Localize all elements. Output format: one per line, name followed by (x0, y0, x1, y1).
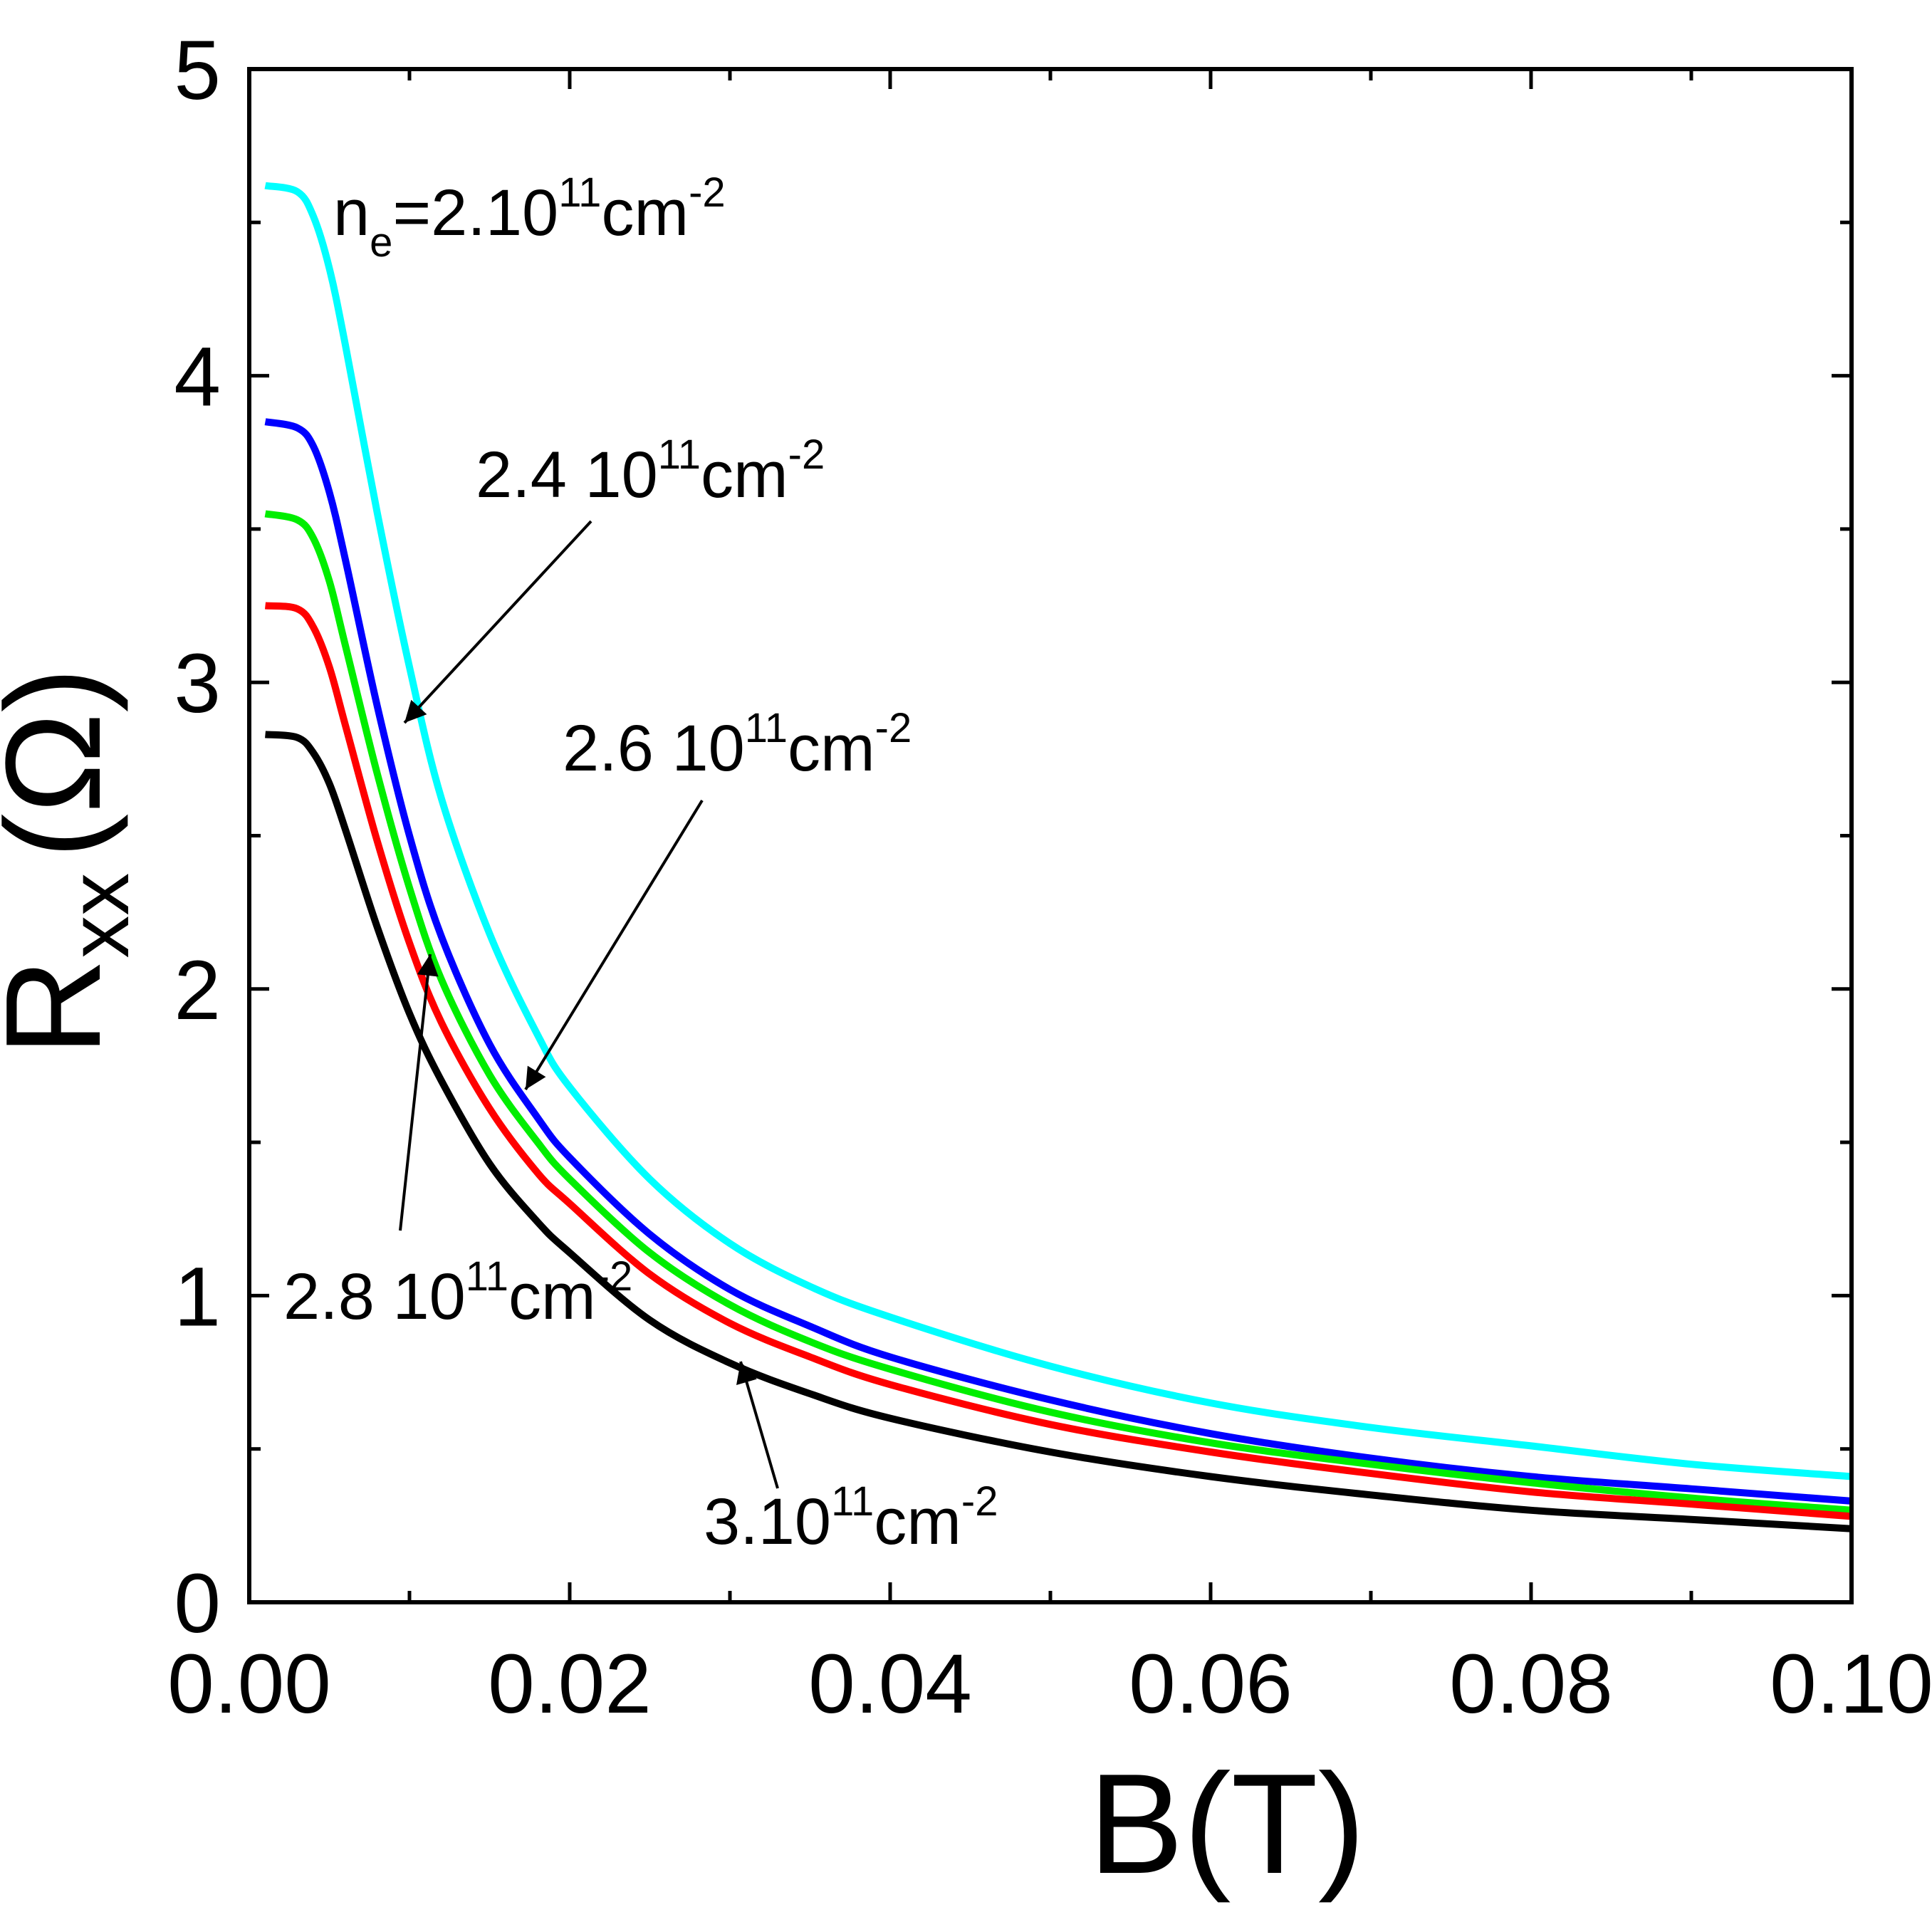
annotation-ne-2-6-text: 2.6 10 (563, 712, 745, 785)
axis-ticks: 0.00 0.02 0.04 0.06 0.08 0.10 0 1 2 3 4 5 (167, 23, 1932, 1731)
annotation-ne-2-6: 2.6 1011cm-2 (524, 705, 912, 1091)
x-tick-label: 0.00 (167, 1637, 331, 1731)
y-axis-title-main: R (0, 959, 129, 1056)
y-axis-title-unit: (Ω) (0, 667, 129, 859)
annotation-ne-3-0: 3.1011cm-2 (704, 1361, 998, 1558)
svg-text:2.8 1011cm-2: 2.8 1011cm-2 (283, 1253, 632, 1333)
annotation-ne-2-4-unit: cm (701, 439, 788, 511)
annotation-ne-2-4: 2.4 1011cm-2 (403, 432, 825, 724)
plot-border (247, 67, 1854, 1604)
annotation-ne-3-0-arrow (736, 1361, 779, 1489)
y-tick-label: 5 (174, 23, 221, 117)
svg-text:Rxx(Ω): Rxx (Ω) (0, 667, 147, 1056)
x-tick-label: 0.06 (1129, 1637, 1293, 1731)
y-axis-title-sub: xx (51, 873, 147, 959)
y-tick-label: 2 (174, 944, 221, 1038)
y-tick-label: 1 (174, 1250, 221, 1344)
y-tick-label: 0 (174, 1557, 221, 1651)
annotation-ne-3-0-sup2: -2 (961, 1478, 998, 1525)
y-tick-label: 3 (174, 637, 221, 731)
series-line-0 (264, 182, 1852, 1480)
series-line-2 (264, 510, 1852, 1514)
annotation-ne-2-4-sup2: -2 (788, 432, 825, 478)
series-line-3 (264, 602, 1852, 1520)
annotation-ne-2-4-arrow (403, 520, 592, 724)
annotation-ne-2-0-unit: cm (601, 177, 689, 249)
svg-text:3.1011cm-2: 3.1011cm-2 (704, 1478, 998, 1558)
annotation-ne-2-6-sup1: 11 (745, 705, 788, 751)
annotation-ne-2-0-pre: n (333, 177, 370, 249)
annotation-ne-2-0-sup1: 11 (558, 169, 601, 216)
x-axis-title: B(T) (1089, 1745, 1366, 1903)
annotation-ne-2-4-sup1: 11 (658, 432, 701, 478)
annotation-ne-2-8-unit: cm (508, 1260, 596, 1333)
annotation-ne-2-8-sup2: -2 (596, 1253, 633, 1300)
annotation-ne-2-8-sup1: 11 (466, 1253, 508, 1300)
annotation-ne-2-0: ne=2.1011cm-2 (333, 169, 726, 266)
annotation-ne-2-8-arrow (399, 954, 439, 1231)
annotation-ne-3-0-text: 3.10 (704, 1485, 831, 1558)
annotation-ne-2-0-sub: e (370, 219, 392, 266)
annotation-ne-2-6-arrow (524, 799, 704, 1091)
plot-frame (247, 67, 1854, 1604)
annotation-ne-2-6-sup2: -2 (875, 705, 912, 751)
series-layer (264, 182, 1852, 1532)
annotation-ne-2-0-text: =2.10 (392, 177, 558, 249)
annotation-ne-2-8-text: 2.8 10 (283, 1260, 466, 1333)
series-line-1 (264, 418, 1852, 1505)
annotation-ne-2-6-unit: cm (788, 712, 875, 785)
annotation-ne-2-4-text: 2.4 10 (476, 439, 658, 511)
annotation-ne-2-0-sup2: -2 (689, 169, 726, 216)
annotation-ne-3-0-sup1: 11 (831, 1478, 874, 1525)
x-tick-label: 0.10 (1770, 1637, 1932, 1731)
annotation-ne-2-8: 2.8 1011cm-2 (283, 954, 632, 1333)
x-tick-label: 0.04 (808, 1637, 972, 1731)
x-tick-label: 0.02 (488, 1637, 652, 1731)
annotation-ne-3-0-unit: cm (874, 1485, 961, 1558)
svg-text:ne=2.1011cm-2: ne=2.1011cm-2 (333, 169, 726, 266)
x-tick-label: 0.08 (1449, 1637, 1613, 1731)
svg-text:2.6 1011cm-2: 2.6 1011cm-2 (563, 705, 912, 785)
y-tick-label: 4 (174, 330, 221, 424)
series-line-4 (265, 731, 1852, 1532)
svg-text:2.4 1011cm-2: 2.4 1011cm-2 (476, 432, 825, 511)
y-axis-title: Rxx (Ω) (0, 667, 147, 1056)
